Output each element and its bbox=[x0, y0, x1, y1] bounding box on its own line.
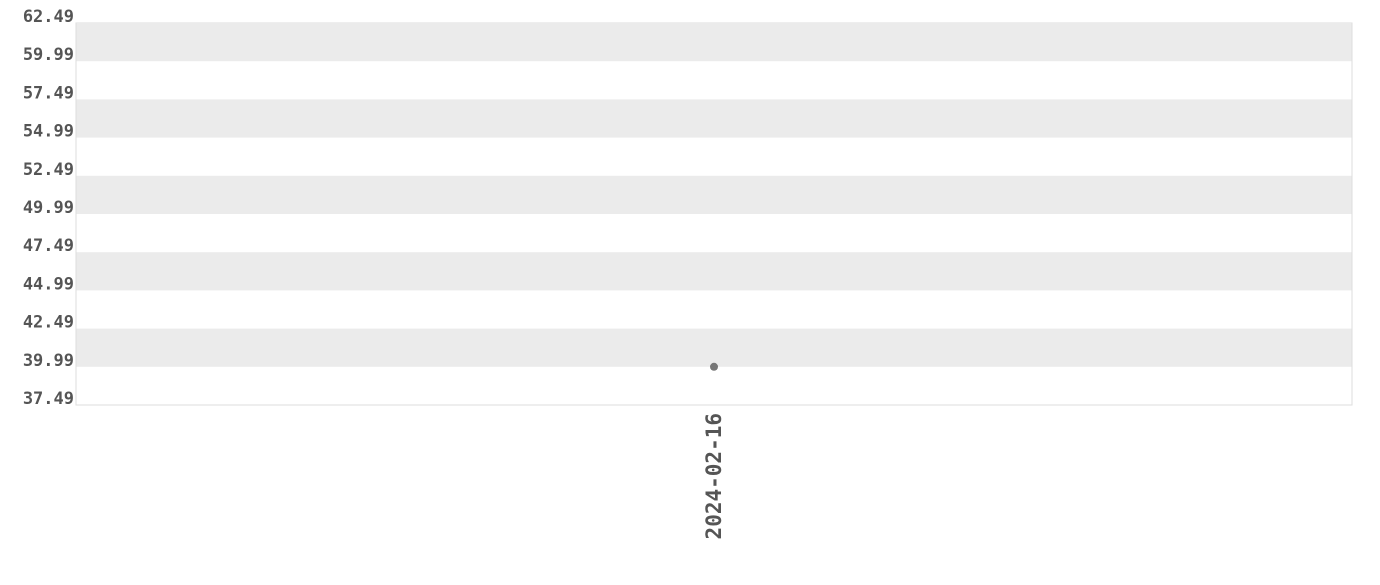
grid-band bbox=[76, 175, 1352, 214]
y-tick-label: 59.99 bbox=[23, 45, 74, 65]
y-tick-label: 57.49 bbox=[23, 83, 74, 103]
y-tick-label: 54.99 bbox=[23, 122, 74, 142]
grid-band bbox=[76, 99, 1352, 138]
y-tick-label: 49.99 bbox=[23, 198, 74, 218]
grid-band bbox=[76, 23, 1352, 62]
y-tick-label: 44.99 bbox=[23, 274, 74, 294]
grid-band bbox=[76, 252, 1352, 291]
y-tick-label: 62.49 bbox=[23, 7, 74, 27]
x-tick-label: 2024-02-16 bbox=[702, 413, 726, 539]
y-tick-label: 42.49 bbox=[23, 313, 74, 333]
grid-band bbox=[76, 328, 1352, 367]
y-tick-label: 52.49 bbox=[23, 160, 74, 180]
data-point bbox=[710, 362, 718, 371]
y-tick-label: 37.49 bbox=[23, 389, 74, 409]
y-tick-label: 47.49 bbox=[23, 236, 74, 256]
y-tick-label: 39.99 bbox=[23, 351, 74, 371]
